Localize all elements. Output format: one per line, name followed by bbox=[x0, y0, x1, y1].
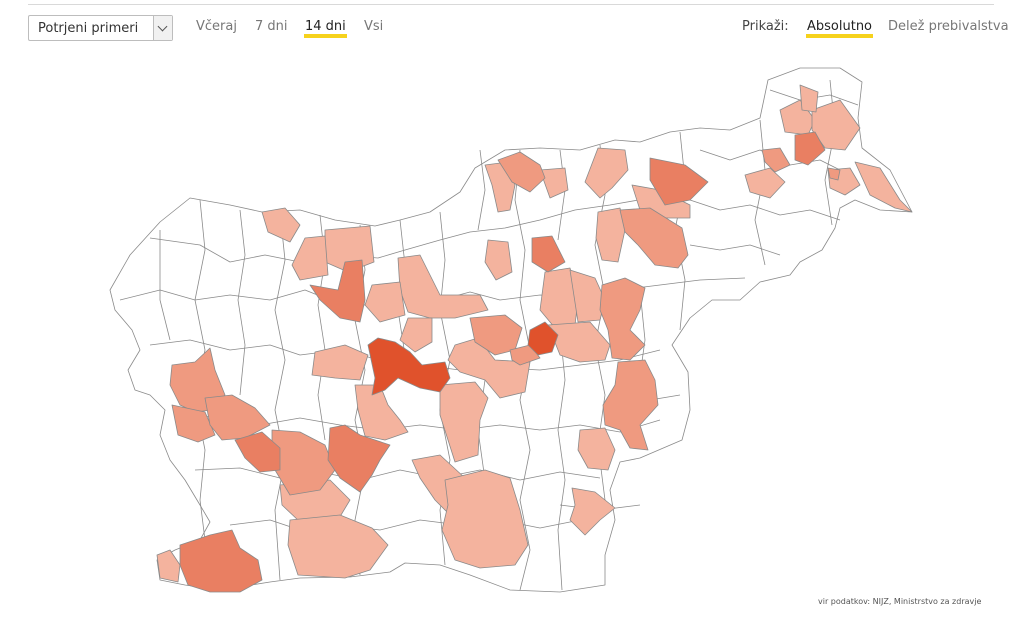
slovenia-municipality-map bbox=[109, 67, 913, 593]
choropleth-regions bbox=[156, 84, 913, 593]
region bbox=[354, 384, 409, 441]
region bbox=[811, 99, 861, 151]
period-tab-all[interactable]: Vsi bbox=[364, 19, 384, 34]
mode-tab-absolute[interactable]: Absolutno bbox=[805, 19, 874, 38]
mode-tab-population-share[interactable]: Delež prebivalstva bbox=[888, 19, 1009, 34]
region bbox=[397, 254, 489, 319]
region bbox=[309, 259, 366, 323]
region bbox=[649, 157, 709, 206]
region bbox=[179, 529, 263, 593]
region bbox=[527, 321, 559, 356]
period-tab-7-days[interactable]: 7 dni bbox=[255, 19, 288, 34]
region bbox=[799, 84, 819, 113]
region bbox=[584, 147, 629, 199]
region bbox=[441, 469, 529, 569]
region bbox=[311, 344, 369, 381]
region bbox=[327, 424, 391, 493]
top-divider bbox=[28, 4, 994, 5]
map-filter-toolbar: Potrjeni primeri Včeraj 7 dni 14 dni Vsi… bbox=[0, 0, 1024, 50]
dataset-select-toggle[interactable] bbox=[153, 16, 172, 40]
region bbox=[287, 514, 389, 579]
region bbox=[539, 167, 569, 199]
region bbox=[619, 207, 689, 269]
region bbox=[439, 381, 489, 463]
region bbox=[595, 207, 626, 263]
region bbox=[547, 321, 611, 363]
chevron-down-icon bbox=[157, 21, 168, 32]
region bbox=[602, 359, 659, 451]
region bbox=[204, 394, 271, 441]
region bbox=[156, 549, 181, 583]
region bbox=[577, 427, 616, 471]
region bbox=[171, 404, 216, 443]
region bbox=[367, 337, 451, 396]
region bbox=[531, 235, 566, 273]
region bbox=[261, 207, 301, 243]
dataset-select[interactable]: Potrjeni primeri bbox=[28, 15, 173, 41]
region bbox=[744, 167, 786, 199]
region bbox=[291, 235, 329, 281]
region bbox=[854, 161, 913, 213]
region bbox=[497, 151, 546, 193]
period-tab-yesterday[interactable]: Včeraj bbox=[196, 19, 237, 34]
region bbox=[794, 131, 826, 166]
period-tab-14-days[interactable]: 14 dni bbox=[304, 19, 347, 38]
region bbox=[364, 281, 406, 323]
region bbox=[827, 167, 841, 181]
region bbox=[484, 239, 513, 281]
region bbox=[599, 277, 646, 361]
data-source-note: vir podatkov: NIJZ, Ministrstvo za zdrav… bbox=[818, 597, 982, 606]
display-mode-label: Prikaži: bbox=[742, 19, 789, 34]
region bbox=[234, 431, 281, 473]
dataset-select-value: Potrjeni primeri bbox=[38, 21, 139, 36]
region bbox=[399, 317, 433, 353]
region bbox=[761, 147, 791, 173]
region bbox=[569, 487, 616, 536]
